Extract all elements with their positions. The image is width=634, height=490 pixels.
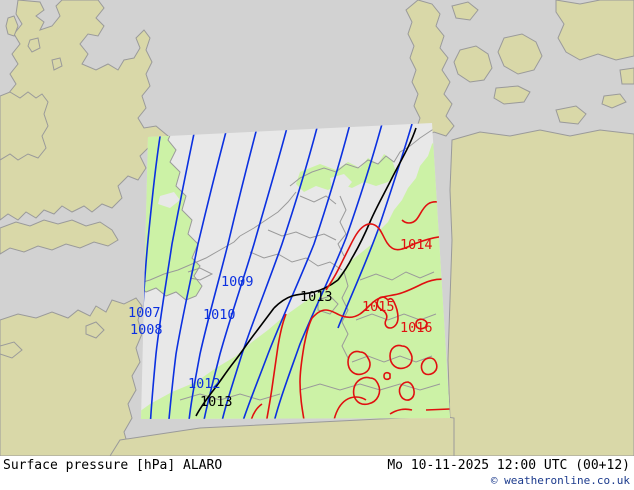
contour-label-1014: 1014 [400, 237, 433, 253]
model-data-area [141, 123, 450, 419]
border-de-internal-1 [359, 271, 435, 281]
isobar-1013-north [337, 127, 417, 281]
border-nl-de [337, 195, 347, 257]
isobar-1012c [337, 123, 413, 329]
contour-labels-group: 1007 1008 1009 1010 1012 1013 1013 1014 … [128, 237, 433, 410]
contour-label-1009: 1009 [221, 274, 254, 290]
contour-label-1013-south: 1013 [200, 394, 233, 410]
isobars-mid-group [195, 127, 417, 417]
isobar-1015b [299, 317, 313, 419]
isobar-1009 [187, 123, 259, 419]
isobar-1016-cell-f [398, 381, 415, 401]
footer-bar: Surface pressure [hPa] ALARO Mo 10-11-20… [0, 456, 634, 490]
isobar-1007 [149, 123, 197, 419]
bornholm-island [619, 67, 634, 85]
border-de-internal-4 [299, 383, 441, 391]
isobar-1013-central [273, 279, 339, 309]
isobar-high-bottom-2 [389, 408, 413, 415]
brest-peninsula [0, 341, 23, 359]
contour-label-1010: 1010 [203, 307, 236, 323]
isobar-1015c [265, 313, 287, 419]
border-nl-internal [299, 195, 337, 205]
contour-label-1012: 1012 [188, 376, 221, 392]
isobar-1016-cell-c [347, 350, 371, 376]
land-outside-group [0, 0, 634, 456]
isobars-low-group [141, 123, 413, 419]
isobar-1017-south [249, 403, 263, 419]
border-luxembourg [317, 295, 339, 315]
border-fr-internal [179, 393, 281, 401]
denmark-jutland-land [405, 0, 455, 139]
germany-baltic-land [447, 129, 634, 456]
data-land-continent [141, 123, 450, 419]
contour-label-1007: 1007 [128, 305, 161, 321]
product-title: Surface pressure [hPa] ALARO [3, 458, 223, 473]
isobar-1016-cell-e [352, 376, 381, 406]
isle-small-2 [51, 57, 63, 71]
denmark-lolland-island [493, 85, 531, 105]
contour-label-1008: 1008 [130, 322, 163, 338]
isobar-1013-south [195, 307, 275, 417]
france-channel-coast [141, 235, 241, 285]
isobar-1016-cell-d [389, 344, 413, 370]
map-canvas[interactable]: 1007 1008 1009 1010 1012 1013 1013 1014 … [0, 0, 634, 456]
brittany-land [0, 297, 143, 456]
contour-label-1016: 1016 [400, 320, 433, 336]
ruegen-island [555, 105, 587, 125]
sweden-land [555, 0, 634, 61]
isobar-1016-cell-b [415, 318, 428, 330]
isobar-high-bottom-3 [425, 408, 450, 411]
denmark-zealand-island [497, 33, 543, 75]
border-de-internal-3 [351, 355, 433, 363]
isle-small-1 [27, 37, 41, 53]
isobar-1011 [219, 123, 319, 419]
contour-label-1015: 1015 [362, 299, 395, 315]
cornwall-land [0, 219, 119, 255]
denmark-funen-island [453, 45, 493, 83]
hebrides-land [5, 15, 19, 37]
data-wash-inlet-water [158, 192, 180, 208]
isobar-1014 [325, 223, 450, 291]
isobar-1016-cell-g [420, 357, 438, 376]
border-be-fr [249, 251, 343, 271]
ireland-land [0, 91, 49, 161]
isobar-1010 [201, 123, 289, 419]
baltic-isle-small [601, 93, 627, 109]
isobar-1016-cell-a [376, 296, 399, 329]
isobar-high-bottom-1 [333, 396, 367, 419]
isobar-1012 [239, 123, 351, 419]
denmark-north-islands [451, 1, 479, 21]
normandy-coast [85, 321, 105, 339]
thames-estuary-line [187, 267, 214, 281]
contour-label-1013-central: 1013 [300, 289, 333, 305]
copyright-label: © weatheronline.co.uk [490, 474, 630, 487]
border-be-nl [267, 229, 337, 241]
isobar-1008 [167, 123, 229, 419]
isobar-1016-dot [383, 371, 391, 381]
continent-coast-line [289, 123, 445, 187]
data-coastline-group [141, 123, 445, 401]
isobar-1015 [311, 278, 450, 319]
belgium-coast-line [239, 191, 297, 237]
valid-time-label: Mo 10-11-2025 12:00 UTC (00+12) [387, 458, 630, 473]
